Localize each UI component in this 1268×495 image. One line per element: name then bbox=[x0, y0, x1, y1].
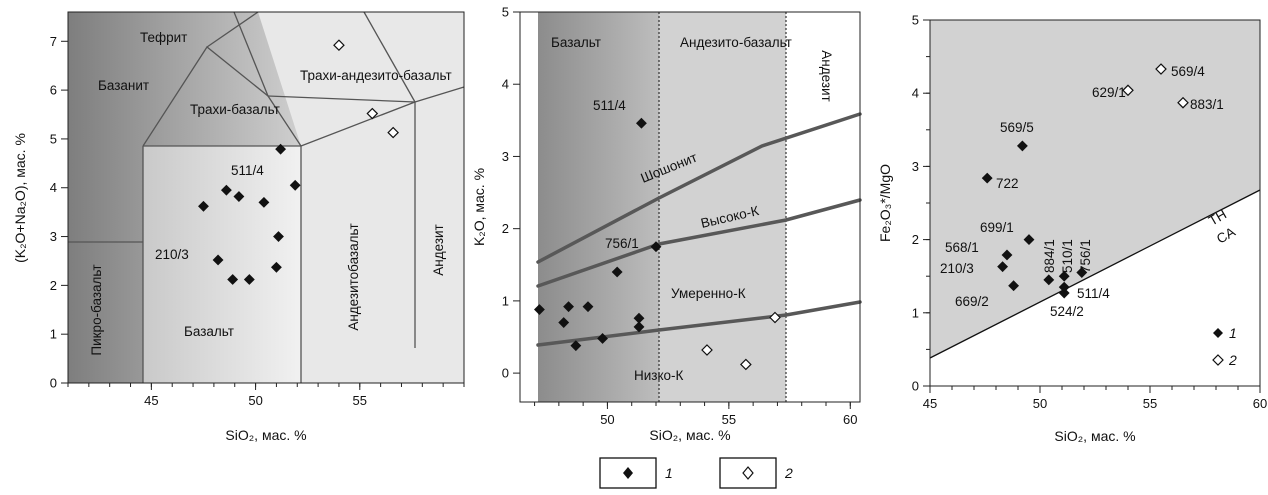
fe-legend-1: 1 bbox=[1229, 325, 1237, 341]
tas-label-210-3: 210/3 bbox=[155, 247, 189, 262]
tas-field-basalt: Базальт bbox=[184, 324, 234, 339]
fe-label-210-3: 210/3 bbox=[940, 261, 974, 276]
fe-legend-2: 2 bbox=[1228, 352, 1237, 368]
fe-label-883-1: 883/1 bbox=[1190, 97, 1224, 112]
fe-label-629-1: 629/1 bbox=[1092, 85, 1126, 100]
tas-field-andesite: Андезит bbox=[431, 224, 446, 275]
k2o-ylabel: K₂O, мас. % bbox=[471, 168, 487, 246]
legend-label-2: 2 bbox=[784, 465, 793, 481]
tas-ytick-label: 7 bbox=[50, 34, 57, 49]
chart-k2o: 50 55 60 0 1 2 3 4 5 Базальт Андезито-базальт Ан… bbox=[471, 5, 860, 444]
k2o-field-bta-label: Андезито-базальт bbox=[680, 35, 792, 50]
fe-label-510-1: 510/1 bbox=[1060, 239, 1075, 273]
tas-field-tephrite: Тефрит bbox=[140, 30, 187, 45]
tas-xlabel: SiO₂, мас. % bbox=[225, 427, 306, 443]
tas-ytick-label: 0 bbox=[50, 376, 57, 391]
legend-label-1: 1 bbox=[665, 465, 673, 481]
fe-label-569-5: 569/5 bbox=[1000, 120, 1034, 135]
fe-label-669-2: 669/2 bbox=[955, 294, 989, 309]
k2o-xtick-label: 50 bbox=[600, 412, 614, 427]
fe-xtick-label: 55 bbox=[1143, 396, 1157, 411]
fe-label-756-1: 756/1 bbox=[1078, 239, 1093, 273]
fe-label-569-4: 569/4 bbox=[1171, 64, 1205, 79]
tas-xtick-label: 55 bbox=[353, 393, 367, 408]
k2o-ytick-label: 1 bbox=[502, 293, 509, 308]
tas-field-bta: Трахи-андезито-базальт bbox=[300, 68, 452, 83]
k2o-ytick-label: 3 bbox=[502, 149, 509, 164]
fe-ytick-label: 5 bbox=[912, 13, 919, 28]
fe-label-511-4: 511/4 bbox=[1077, 286, 1110, 301]
k2o-series-mediumk: Умеренно-К bbox=[671, 286, 746, 301]
fe-xlabel: SiO₂, мас. % bbox=[1054, 428, 1135, 444]
tas-field-picrobasalt: Пикро-базальт bbox=[89, 264, 104, 355]
fe-label-568-1: 568/1 bbox=[945, 240, 979, 255]
k2o-xtick-label: 60 bbox=[843, 412, 857, 427]
fe-label-722: 722 bbox=[996, 176, 1019, 191]
tas-xtick-label: 50 bbox=[248, 393, 262, 408]
tas-label-511-4: 511/4 bbox=[231, 163, 264, 178]
tas-xtick-label: 45 bbox=[144, 393, 158, 408]
fe-xtick-label: 45 bbox=[923, 396, 937, 411]
fe-ylabel: Fe₂O₃*/MgO bbox=[877, 164, 893, 242]
tas-field-andesibasalt: Андезитобазальт bbox=[346, 223, 361, 330]
fe-xtick-label: 50 bbox=[1033, 396, 1047, 411]
tas-ylabel: (K₂O+Na₂O), мас. % bbox=[12, 133, 28, 263]
fe-ytick-label: 2 bbox=[912, 232, 919, 247]
tas-ytick-label: 3 bbox=[50, 229, 57, 244]
fe-label-699-1: 699/1 bbox=[980, 220, 1014, 235]
k2o-label-756-1: 756/1 bbox=[605, 236, 639, 251]
fe-label-884-1: 884/1 bbox=[1042, 239, 1057, 273]
tas-ytick-label: 4 bbox=[50, 180, 57, 195]
fe-xtick-label: 60 bbox=[1253, 396, 1267, 411]
tas-ytick-label: 6 bbox=[50, 83, 57, 98]
k2o-field-andesite-label: Андезит bbox=[819, 50, 834, 101]
tas-ytick-label: 2 bbox=[50, 278, 57, 293]
fe-ytick-label: 0 bbox=[912, 379, 919, 394]
k2o-field-andesibasalt bbox=[659, 12, 786, 402]
tas-ytick-label: 5 bbox=[50, 131, 57, 146]
tas-field-basanite: Базанит bbox=[98, 78, 149, 93]
chart-tas: 45 50 5501234567 Тефрит Базанит Трахи-база… bbox=[12, 12, 464, 443]
tas-field-trachybasalt: Трахи-базальт bbox=[190, 102, 280, 117]
k2o-xlabel: SiO₂, мас. % bbox=[649, 427, 730, 443]
figure-legend: 1 2 bbox=[600, 458, 793, 488]
k2o-ytick-label: 2 bbox=[502, 221, 509, 236]
k2o-ytick-label: 0 bbox=[502, 366, 509, 381]
fe-ytick-label: 3 bbox=[912, 159, 919, 174]
fe-ytick-label: 1 bbox=[912, 305, 919, 320]
k2o-ytick-label: 4 bbox=[502, 77, 509, 92]
k2o-xtick-label: 55 bbox=[722, 412, 736, 427]
k2o-field-basalt-label: Базальт bbox=[551, 35, 601, 50]
k2o-label-511-4: 511/4 bbox=[593, 98, 626, 113]
k2o-series-lowk: Низко-К bbox=[634, 368, 684, 383]
fe-ytick-label: 4 bbox=[912, 86, 919, 101]
fe-label-524-2: 524/2 bbox=[1050, 304, 1084, 319]
k2o-ytick-label: 5 bbox=[502, 5, 509, 20]
tas-ytick-label: 1 bbox=[50, 327, 57, 342]
